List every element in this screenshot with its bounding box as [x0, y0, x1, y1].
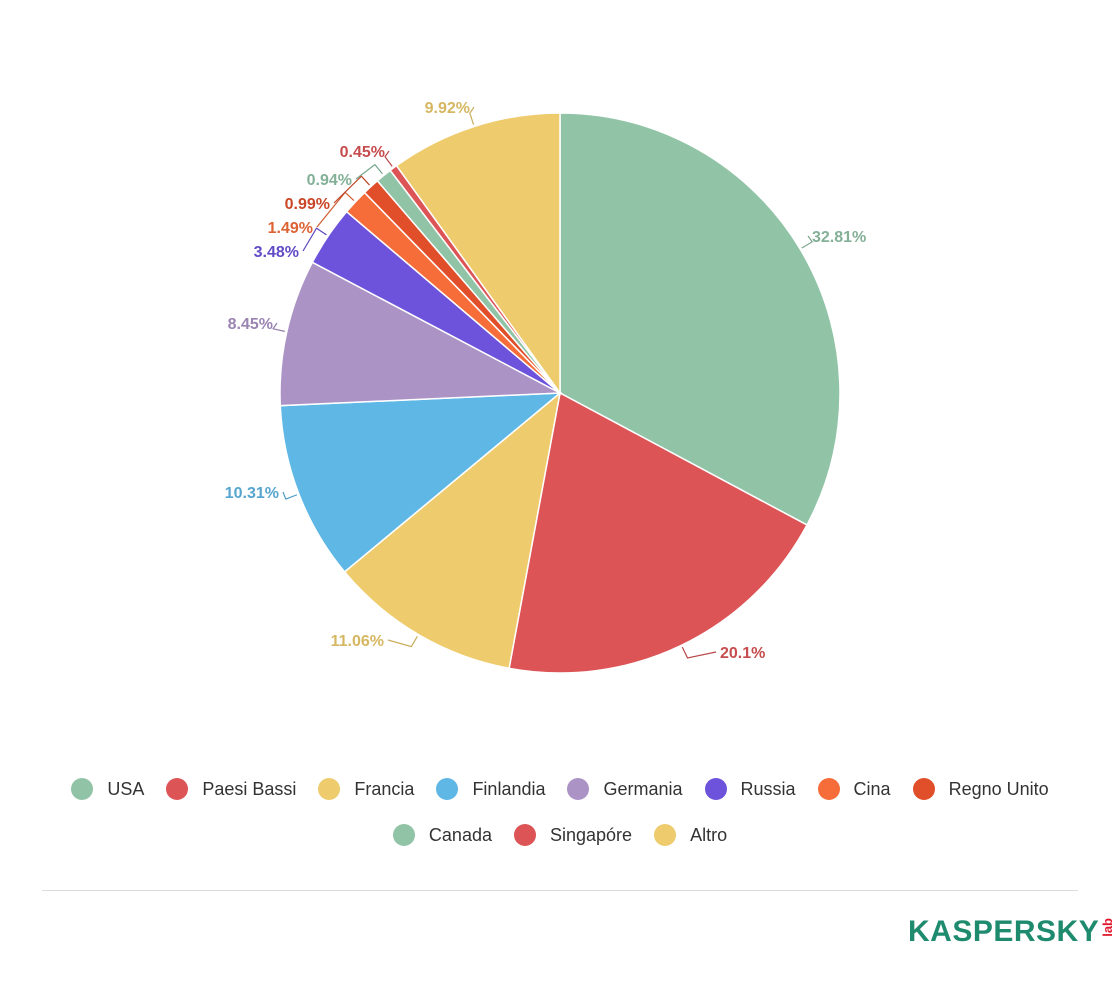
legend-item-altro: Altro [654, 822, 727, 848]
legend-swatch [817, 778, 840, 800]
legend-swatch [654, 824, 677, 846]
legend-label: Singapóre [549, 824, 633, 845]
slice-label-germania: 8.45% [228, 316, 273, 333]
pie-slice-paesi-bassi [508, 391, 808, 674]
legend-swatch [513, 824, 536, 846]
slice-label-cina: 1.49% [268, 220, 313, 237]
legend-item-regno-unito: Regno Unito [912, 776, 1049, 802]
legend-item-cina: Cina [817, 776, 891, 802]
logo-lab-suffix: lab [1100, 918, 1116, 937]
leader-line-altro [469, 106, 475, 125]
legend-item-russia: Russia [704, 776, 796, 802]
slice-label-regno-unito: 0.99% [285, 196, 330, 213]
pie-slice-francia [343, 391, 562, 670]
legend-label: Finlandia [472, 778, 546, 799]
legend-swatch [71, 778, 94, 800]
slice-label-singapore: 0.45% [340, 144, 385, 161]
leader-line-russia [302, 227, 327, 252]
leader-line-usa [801, 235, 814, 249]
leader-line-finlandia [282, 491, 298, 500]
legend-swatch [392, 824, 415, 846]
legend-item-usa: USA [71, 776, 144, 802]
slice-label-canada: 0.94% [307, 172, 352, 189]
legend-label: Canada [428, 824, 492, 845]
leader-line-germania [272, 322, 285, 332]
slice-label-usa: 32.81% [812, 229, 866, 246]
pie-slice-germania [279, 261, 563, 407]
legend-label: Altro [690, 824, 728, 845]
legend-item-finlandia: Finlandia [436, 776, 545, 802]
legend-swatch [166, 778, 189, 800]
footer-divider [42, 890, 1078, 891]
pie-chart: 32.81% 20.1% 11.06% 10.31% 8.45% 3.48% 1.49% 0.… [225, 100, 867, 674]
pie-slice-finlandia [279, 392, 563, 573]
leader-line-regno-unito [333, 175, 370, 204]
legend-item-canada: Canada [392, 822, 492, 848]
pie-slice-labels: 32.81% 20.1% 11.06% 10.31% 8.45% 3.48% 1.49% 0.… [225, 100, 867, 662]
slice-label-altro: 9.92% [425, 100, 470, 117]
legend-row-2: Canada Singapóre Altro [0, 822, 1120, 848]
legend-label: Germania [603, 778, 683, 799]
pie-slice-usa [559, 112, 841, 526]
legend-swatch [318, 778, 341, 800]
legend-label: Regno Unito [948, 778, 1049, 799]
leader-line-canada [355, 163, 383, 180]
legend-label: USA [107, 778, 145, 799]
legend-item-francia: Francia [318, 776, 414, 802]
logo-wordmark: KASPERSKY [908, 915, 1100, 948]
kaspersky-lab-logo: KASPERSKY lab [908, 912, 1115, 952]
legend-swatch [704, 778, 727, 800]
legend-label: Francia [354, 778, 415, 799]
leader-line-francia [387, 635, 418, 648]
legend-label: Cina [853, 778, 891, 799]
pie-leader-lines [272, 106, 814, 659]
pie-slice-altro [395, 112, 561, 396]
legend-swatch [567, 778, 590, 800]
legend-swatch [436, 778, 459, 800]
legend-label: Paesi Bassi [202, 778, 297, 799]
slice-label-francia: 11.06% [331, 633, 384, 650]
legend-row-1: USA Paesi Bassi Francia Finlandia Germania Ru… [0, 776, 1120, 802]
leader-line-singapore [384, 150, 393, 167]
legend-item-germania: Germania [567, 776, 683, 802]
legend-label: Russia [740, 778, 796, 799]
slice-label-russia: 3.48% [254, 244, 299, 261]
slice-label-paesi-bassi: 20.1% [720, 645, 765, 662]
slice-label-finlandia: 10.31% [225, 485, 279, 502]
leader-line-paesi-bassi [681, 646, 717, 659]
legend-item-singapore: Singapóre [513, 822, 633, 848]
legend-swatch [912, 778, 935, 800]
pie-slices [279, 112, 841, 674]
legend-item-paesi-bassi: Paesi Bassi [166, 776, 296, 802]
